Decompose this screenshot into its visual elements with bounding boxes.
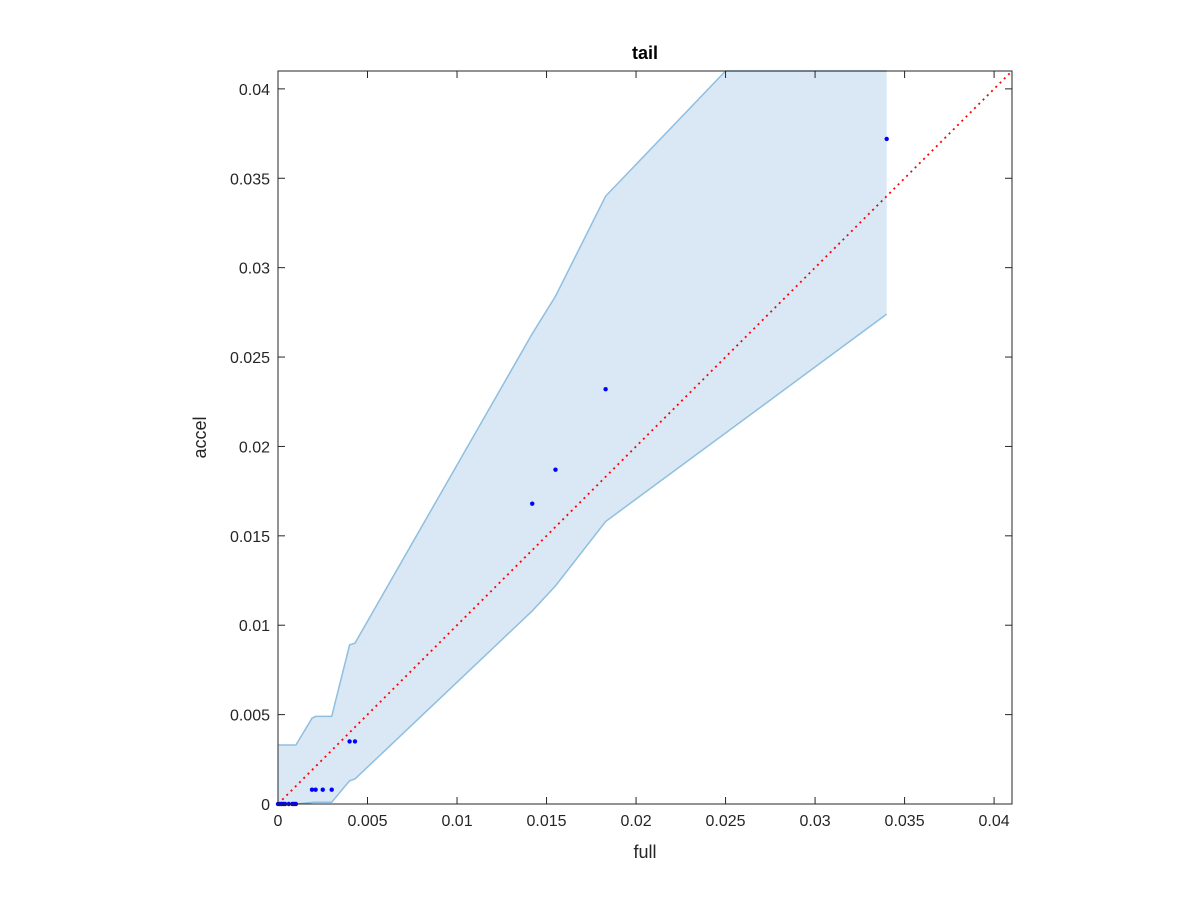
- confidence-band-upper-edge: [278, 70, 887, 746]
- y-tick-label: 0.015: [230, 529, 270, 546]
- reference-line-layer: [277, 70, 1013, 805]
- data-point: [329, 787, 334, 792]
- data-point: [553, 467, 558, 472]
- confidence-band-fill: [278, 71, 887, 804]
- data-point: [352, 739, 358, 744]
- data-point: [309, 787, 315, 792]
- x-tick-label: 0.025: [706, 813, 746, 830]
- chart-title: tail: [632, 43, 658, 63]
- x-tick-label: 0: [274, 813, 283, 830]
- y-axis-label: accel: [190, 416, 210, 458]
- x-tick-label: 0.03: [800, 813, 831, 830]
- x-tick-label: 0.005: [347, 813, 387, 830]
- x-tick-label: 0.035: [885, 813, 925, 830]
- data-point: [603, 387, 608, 392]
- x-tick-label: 0.04: [979, 813, 1010, 830]
- y-tick-label: 0: [261, 797, 270, 814]
- x-axis-label: full: [633, 842, 656, 862]
- y-tick-label: 0.03: [239, 261, 270, 278]
- data-point: [884, 136, 889, 142]
- axis-ticks: 0 0.005 0.01 0.015 0.02 0.025 0.03 0.035 0.04 0 0.…: [230, 71, 1012, 830]
- confidence-band-layer: [278, 70, 888, 805]
- y-tick-label: 0.02: [239, 439, 270, 456]
- y-tick-label: 0.04: [239, 82, 270, 99]
- data-point: [530, 501, 535, 506]
- data-point: [347, 739, 352, 744]
- x-tick-label: 0.02: [620, 813, 651, 830]
- y-tick-label: 0.01: [239, 618, 270, 635]
- x-tick-label: 0.01: [441, 813, 472, 830]
- data-point: [313, 787, 318, 792]
- reference-line: [277, 70, 1013, 805]
- data-point: [320, 787, 325, 792]
- y-tick-label: 0.035: [230, 171, 270, 188]
- y-tick-label: 0.005: [230, 708, 270, 725]
- confidence-band-lower-edge: [278, 313, 888, 805]
- plot-frame: [277, 70, 1013, 805]
- x-tick-label: 0.015: [527, 813, 567, 830]
- y-tick-label: 0.025: [230, 350, 270, 367]
